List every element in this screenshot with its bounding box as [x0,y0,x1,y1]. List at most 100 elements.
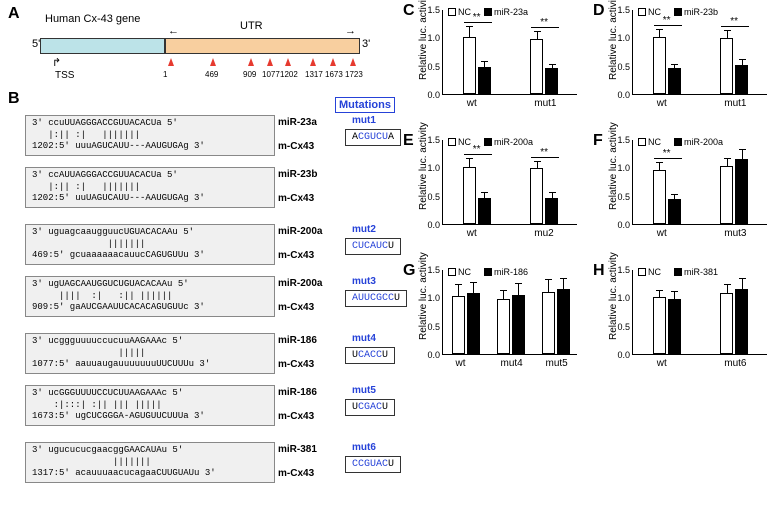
y-tick: 0.5 [617,322,630,332]
y-tick: 1.0 [427,293,440,303]
y-tick: 1.0 [427,33,440,43]
y-tick: 1.0 [617,293,630,303]
chart-area: 0.00.51.01.5wtmut6 [632,270,767,355]
bar-mir [735,159,748,224]
x-tick-label: mut3 [724,228,746,239]
error-cap [724,284,731,285]
seq-box: 3' ucGGGUUUUCCUCUUAAGAAAc 5' :|:::| :|| … [25,385,275,426]
binding-site-position: 1723 [345,70,363,79]
mutation-seq: CCGUACU [345,456,401,473]
chart-panel-h: HRelative luc. activity0.00.51.01.5wtmut… [600,265,775,385]
x-tick-label: mut5 [546,358,568,369]
chart-area: 0.00.51.01.5wtmut4mut5 [442,270,577,355]
error-bar [537,32,538,39]
panel-a: Human Cx-43 gene 5' 3' ← UTR → ↱ TSS 146… [30,10,370,88]
y-tick: 1.0 [617,33,630,43]
binding-site-position: 1 [163,70,167,79]
mirna-name: miR-200a [278,226,326,237]
binding-site-arrow [267,58,273,66]
error-cap [656,162,663,163]
error-bar [563,279,564,289]
chart-panel-g: GRelative luc. activity0.00.51.01.5wtmut… [410,265,585,385]
chart-area: 0.00.51.01.5**wtmut3 [632,140,767,225]
legend-nc: NC [448,7,471,17]
mirna-name: miR-200a [278,278,326,289]
x-tick-label: mut1 [724,98,746,109]
error-cap [466,158,473,159]
y-tick: 0.0 [427,220,440,230]
bar-mir [735,289,748,354]
utr-label: UTR [240,20,263,32]
bar-nc [542,292,555,354]
panel-label: E [403,132,414,150]
x-tick-label: wt [467,228,477,239]
y-tick: 1.5 [427,265,440,275]
y-tick: 0.0 [617,350,630,360]
bar-nc [452,296,465,354]
alignment-row: 3' ccAUUAGGGACCGUUACACUa 5' |:|| :| ||||… [25,167,395,208]
y-tick: 0.5 [427,62,440,72]
x-tick-label: wt [456,358,466,369]
mirna-name: miR-186 [278,387,326,398]
bar-nc [653,170,666,224]
mutation-seq: ACGUCUA [345,129,401,146]
error-bar [742,279,743,289]
bar-nc [720,166,733,224]
error-cap [455,284,462,285]
error-bar [742,60,743,65]
error-bar [552,65,553,68]
tss-arrow-icon: ↱ [52,56,61,69]
target-name: m-Cx43 [278,359,326,370]
error-bar [484,193,485,198]
error-bar [727,31,728,38]
bar-mir [512,295,525,355]
chart-panel-d: DRelative luc. activity0.00.51.01.5**wt*… [600,5,775,125]
sig-mark: ** [730,16,738,27]
mutation-label: mut3 [352,276,376,287]
chart-area: 0.00.51.01.5**wt**mut1 [442,10,577,95]
y-tick: 1.5 [617,265,630,275]
error-bar [469,27,470,37]
error-bar [742,150,743,159]
gene-name: Human Cx-43 gene [45,13,140,25]
exon-box [40,38,165,54]
legend-nc: NC [638,7,661,17]
bar-mir [478,198,491,224]
sig-mark: ** [540,147,548,158]
error-bar [727,285,728,293]
alignment-row: 3' ccuUUAGGGACCGUUACACUa 5' |:|| :| ||||… [25,115,395,156]
y-tick: 0.0 [427,350,440,360]
y-tick: 1.5 [617,135,630,145]
y-tick: 0.0 [617,90,630,100]
error-cap [656,29,663,30]
binding-site-arrow [210,58,216,66]
mirna-name: miR-381 [278,444,326,455]
legend-mir: miR-200a [674,137,723,147]
error-cap [481,192,488,193]
error-bar [469,159,470,168]
bar-mir [545,198,558,224]
binding-site-arrow [285,58,291,66]
x-tick-label: wt [657,98,667,109]
error-cap [545,279,552,280]
x-tick-label: wt [467,98,477,109]
error-bar [458,285,459,295]
mutation-seq: AUUCGCCU [345,290,407,307]
binding-site-position: 909 [243,70,256,79]
bar-mir [735,65,748,94]
y-tick: 1.5 [617,5,630,15]
error-cap [671,291,678,292]
error-bar [552,193,553,198]
alignment-row: 3' ucggguuuuccucuuAAGAAAc 5' |||||1077:5… [25,333,395,374]
binding-site-position: 1077 [262,70,280,79]
mutation-seq: UCACCU [345,347,395,364]
seq-box: 3' uguagcaaugguucUGUACACAAu 5' |||||||46… [25,224,275,265]
error-cap [470,282,477,283]
y-tick: 0.5 [617,62,630,72]
error-cap [671,64,678,65]
y-tick: 1.0 [427,163,440,173]
target-name: m-Cx43 [278,411,326,422]
y-tick: 0.5 [617,192,630,202]
alignment-row: 3' ugucucucgaacggGAACAUAu 5' |||||||1317… [25,442,395,483]
error-cap [739,278,746,279]
